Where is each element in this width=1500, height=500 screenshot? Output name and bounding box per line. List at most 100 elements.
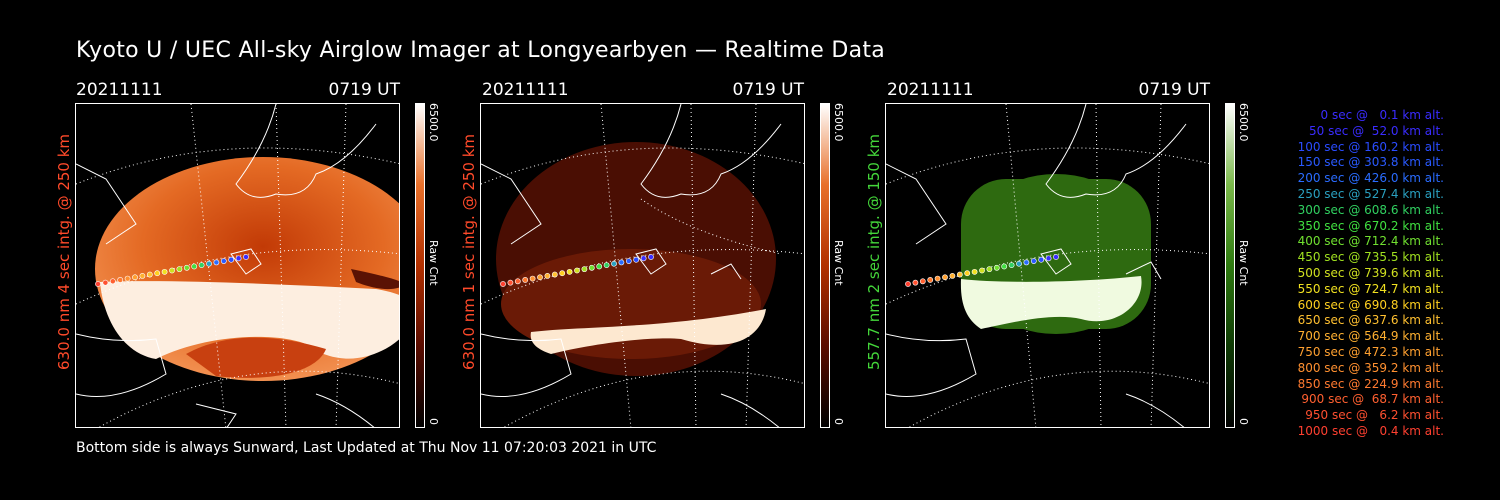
trajectory-point	[603, 262, 610, 268]
trajectory-point	[588, 264, 595, 271]
legend-entry: 600 sec @ 690.8 km alt.	[1297, 297, 1444, 312]
panel-2-cbar-min: 0	[832, 418, 845, 425]
legend-entry: 750 sec @ 472.3 km alt.	[1297, 344, 1444, 359]
trajectory-point	[633, 256, 640, 263]
legend-entry: 650 sec @ 637.6 km alt.	[1297, 313, 1444, 328]
legend-entry: 100 sec @ 160.2 km alt.	[1297, 139, 1444, 154]
trajectory-point	[514, 278, 521, 285]
trajectory-point	[198, 262, 205, 268]
panel-1-time: 0719 UT	[328, 80, 401, 100]
panel-1-ylabel: 630.0 nm 4 sec intg. @ 250 km	[55, 133, 73, 370]
panel-2-date: 20211111	[482, 80, 569, 100]
trajectory-point	[1053, 254, 1059, 260]
trajectory-point	[912, 279, 919, 286]
trajectory-point	[243, 254, 249, 260]
panel-3-date: 20211111	[887, 80, 974, 100]
trajectory-point	[529, 275, 536, 282]
trajectory-point	[146, 271, 153, 278]
trajectory-point	[574, 267, 580, 274]
trajectory-point	[206, 260, 212, 267]
panel-1-cbar-max: 6500.0	[427, 103, 440, 142]
panel-2-colorbar	[820, 103, 830, 428]
trajectory-point	[154, 270, 161, 277]
legend-entry: 200 sec @ 426.0 km alt.	[1297, 171, 1444, 186]
trajectory-point	[1023, 259, 1030, 266]
panel-1-cbar-label: Raw Cnt	[427, 240, 440, 286]
panel-3-cbar-max: 6500.0	[1237, 103, 1250, 142]
legend-entry: 800 sec @ 359.2 km alt.	[1297, 360, 1444, 375]
legend-entry: 300 sec @ 608.6 km alt.	[1297, 202, 1444, 217]
trajectory-point	[581, 266, 588, 273]
trajectory-point	[544, 272, 551, 279]
trajectory-point	[183, 264, 190, 271]
trajectory-point	[566, 268, 573, 275]
panel-2-cbar-label: Raw Cnt	[832, 240, 845, 286]
panel-3-cbar-label: Raw Cnt	[1237, 240, 1250, 286]
legend-entry: 950 sec @ 6.2 km alt.	[1305, 408, 1444, 423]
trajectory-point	[220, 258, 227, 264]
legend-entry: 50 sec @ 52.0 km alt.	[1309, 123, 1444, 138]
trajectory-point	[648, 254, 654, 260]
panel-2-cbar-max: 6500.0	[832, 103, 845, 142]
trajectory-point	[611, 260, 617, 267]
panel-1-colorbar	[415, 103, 425, 428]
trajectory-point	[169, 267, 175, 274]
trajectory-point	[213, 259, 220, 266]
trajectory-point	[1001, 263, 1008, 270]
trajectory-point	[964, 270, 971, 277]
legend-entry: 250 sec @ 527.4 km alt.	[1297, 186, 1444, 201]
page-title: Kyoto U / UEC All-sky Airglow Imager at …	[76, 38, 886, 63]
panel-1-cbar-min: 0	[427, 418, 440, 425]
legend-entry: 700 sec @ 564.9 km alt.	[1297, 329, 1444, 344]
trajectory-point	[1016, 260, 1022, 267]
trajectory-point	[979, 267, 985, 274]
trajectory-point	[228, 256, 235, 263]
trajectory-point	[1038, 256, 1045, 263]
panel-3-cbar-min: 0	[1237, 418, 1250, 425]
legend-entry: 1000 sec @ 0.4 km alt.	[1297, 423, 1444, 438]
trajectory-point	[949, 272, 956, 279]
panel-2-image	[480, 103, 805, 428]
legend-entry: 350 sec @ 670.2 km alt.	[1297, 218, 1444, 233]
legend-entry: 550 sec @ 724.7 km alt.	[1297, 281, 1444, 296]
trajectory-point	[124, 275, 131, 282]
panel-3-ylabel: 557.7 nm 2 sec intg. @ 150 km	[865, 133, 883, 370]
trajectory-point	[161, 268, 168, 275]
trajectory-point	[927, 277, 934, 283]
footer-note: Bottom side is always Sunward, Last Upda…	[76, 440, 657, 456]
legend-entry: 450 sec @ 735.5 km alt.	[1297, 250, 1444, 265]
trajectory-point	[625, 258, 632, 264]
panel-3-colorbar	[1225, 103, 1235, 428]
trajectory-point	[618, 259, 625, 266]
trajectory-point	[1008, 262, 1015, 268]
trajectory-point	[139, 272, 146, 279]
trajectory-point	[986, 266, 993, 273]
trajectory-point	[905, 281, 911, 287]
panel-1-date: 20211111	[76, 80, 163, 100]
trajectory-point	[971, 268, 978, 275]
trajectory-point	[1030, 258, 1037, 264]
legend-entry: 900 sec @ 68.7 km alt.	[1301, 392, 1444, 407]
trajectory-point	[956, 271, 963, 278]
trajectory-point	[559, 270, 566, 277]
panel-1-image	[75, 103, 400, 428]
trajectory-point	[132, 274, 138, 281]
trajectory-point	[640, 255, 647, 262]
trajectory-point	[596, 263, 603, 270]
trajectory-point	[109, 278, 116, 285]
trajectory-point	[117, 277, 124, 283]
panel-2-ylabel: 630.0 nm 1 sec intg. @ 250 km	[460, 133, 478, 370]
trajectory-point	[551, 271, 558, 278]
panel-3-time: 0719 UT	[1138, 80, 1211, 100]
trajectory-point	[1045, 255, 1052, 262]
trajectory-point	[507, 279, 514, 286]
trajectory-point	[942, 274, 948, 281]
legend-entry: 400 sec @ 712.4 km alt.	[1297, 234, 1444, 249]
trajectory-point	[176, 266, 183, 273]
trajectory-legend: 0 sec @ 0.1 km alt. 50 sec @ 52.0 km alt.…	[1256, 108, 1444, 440]
panel-2-time: 0719 UT	[732, 80, 805, 100]
trajectory-point	[102, 279, 109, 286]
trajectory-point	[537, 274, 543, 281]
legend-entry: 150 sec @ 303.8 km alt.	[1297, 155, 1444, 170]
legend-entry: 850 sec @ 224.9 km alt.	[1297, 376, 1444, 391]
